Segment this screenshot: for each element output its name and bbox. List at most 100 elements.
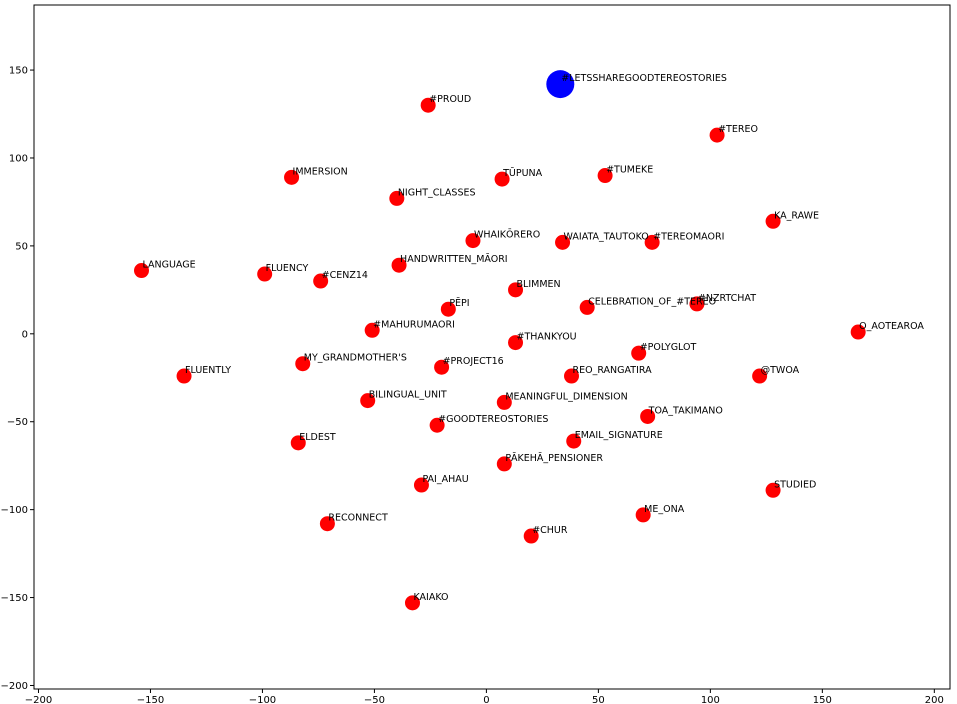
point-label: REO_RANGATIRA: [573, 365, 653, 376]
data-point: [564, 368, 580, 384]
point-label: WAIATA_TAUTOKO: [564, 231, 649, 242]
x-axis: −200 −150 −100 −50 0 50 100 150 200: [25, 689, 944, 704]
point-label: #THANKYOU: [517, 332, 577, 343]
data-point: [597, 168, 613, 184]
point-label: PAI_AHAU: [422, 474, 468, 485]
plot-frame: [33, 4, 951, 690]
data-point: [579, 299, 595, 315]
point-label: BLIMMEN: [517, 279, 561, 290]
y-tick-label: 150: [9, 66, 28, 77]
data-point: [364, 322, 380, 338]
point-label: HANDWRITTEN_MĀORI: [400, 254, 508, 265]
data-point: [429, 417, 445, 433]
x-tick-label: −100: [249, 695, 276, 704]
data-point: [555, 234, 571, 250]
point-label: ME_ONA: [644, 504, 685, 515]
point-label: #TEREO: [718, 124, 758, 135]
point-label: O_AOTEAROA: [859, 321, 924, 332]
point-label: #PROUD: [429, 94, 471, 105]
highlight-point: [546, 70, 575, 99]
data-point: [284, 169, 300, 185]
data-point: [134, 263, 150, 279]
point-label: EMAIL_SIGNATURE: [575, 430, 663, 441]
point-label: FLUENCY: [266, 263, 309, 274]
y-tick-label: −200: [1, 681, 28, 692]
data-point: [313, 273, 329, 289]
data-point: [508, 335, 524, 351]
point-label: @TWOA: [761, 365, 800, 376]
data-points: [134, 70, 866, 611]
point-label: #LETSSHAREGOODTEREOSTORIES: [561, 73, 727, 84]
x-tick-label: 50: [592, 695, 605, 704]
data-point: [290, 435, 306, 451]
data-point: [689, 296, 705, 312]
point-label: FLUENTLY: [185, 365, 231, 376]
data-point: [465, 233, 481, 249]
data-point: [635, 507, 651, 523]
point-label: #NZRTCHAT: [698, 293, 756, 304]
data-point: [523, 528, 539, 544]
point-label: NIGHT_CLASSES: [398, 187, 476, 198]
point-label: IMMERSION: [293, 166, 348, 177]
y-tick-label: 100: [9, 153, 28, 164]
point-label: MY_GRANDMOTHER'S: [304, 353, 407, 364]
point-label: #CHUR: [532, 525, 568, 536]
point-label: ELDEST: [299, 432, 336, 443]
x-tick-label: 150: [813, 695, 832, 704]
data-point: [752, 368, 768, 384]
y-tick-label: −150: [1, 593, 28, 604]
point-label: #TUMEKE: [606, 165, 653, 176]
y-axis: −200 −150 −100 −50 0 50 100 150: [1, 66, 34, 692]
data-point: [494, 171, 510, 187]
point-label: RECONNECT: [328, 513, 388, 524]
data-point: [176, 368, 192, 384]
data-point: [508, 282, 524, 298]
data-point: [631, 345, 647, 361]
x-tick-label: −200: [25, 695, 52, 704]
point-label: PĒPI: [449, 298, 469, 309]
data-point: [640, 408, 656, 424]
x-tick-label: 0: [483, 695, 489, 704]
y-tick-label: 50: [15, 241, 28, 252]
point-label: CELEBRATION_OF_#TEREO: [588, 296, 716, 307]
data-point: [440, 301, 456, 317]
point-label: STUDIED: [774, 479, 816, 490]
data-point: [420, 97, 436, 113]
data-point: [765, 213, 781, 229]
y-tick-label: −50: [7, 417, 28, 428]
data-point: [566, 433, 582, 449]
point-label: WHAIKŌRERO: [474, 230, 540, 241]
data-point: [434, 359, 450, 375]
data-point: [360, 393, 376, 409]
point-label: PĀKEHĀ_PENSIONER: [505, 453, 603, 464]
data-point: [257, 266, 273, 282]
point-label: BILINGUAL_UNIT: [369, 390, 447, 401]
x-tick-label: 100: [701, 695, 720, 704]
point-label: KA_RAWE: [774, 210, 819, 221]
point-label: #TEREOMAORI: [653, 231, 724, 242]
data-point: [850, 324, 866, 340]
data-point: [319, 516, 335, 532]
data-point: [413, 477, 429, 493]
data-point: [496, 456, 512, 472]
x-tick-label: −50: [364, 695, 385, 704]
point-label: #PROJECT16: [443, 356, 504, 367]
data-point: [765, 482, 781, 498]
x-tick-label: 200: [925, 695, 944, 704]
point-label: LANGUAGE: [143, 260, 196, 271]
point-label: KAIAKO: [413, 592, 448, 603]
point-label: MEANINGFUL_DIMENSION: [505, 391, 627, 402]
data-point: [644, 234, 660, 250]
data-point: [295, 356, 311, 372]
point-label: #GOODTEREOSTORIES: [438, 414, 548, 425]
y-tick-label: 0: [22, 329, 28, 340]
point-label: TOA_TAKIMANO: [648, 405, 723, 416]
point-label: #POLYGLOT: [640, 342, 697, 353]
y-tick-label: −100: [1, 505, 28, 516]
point-labels: #PROUD #TEREO IMMERSION TŪPUNA #TUMEKE NIGHT_…: [143, 73, 925, 603]
x-tick-label: −150: [137, 695, 164, 704]
point-label: TŪPUNA: [502, 168, 543, 179]
data-point: [391, 257, 407, 273]
data-point: [389, 190, 405, 206]
